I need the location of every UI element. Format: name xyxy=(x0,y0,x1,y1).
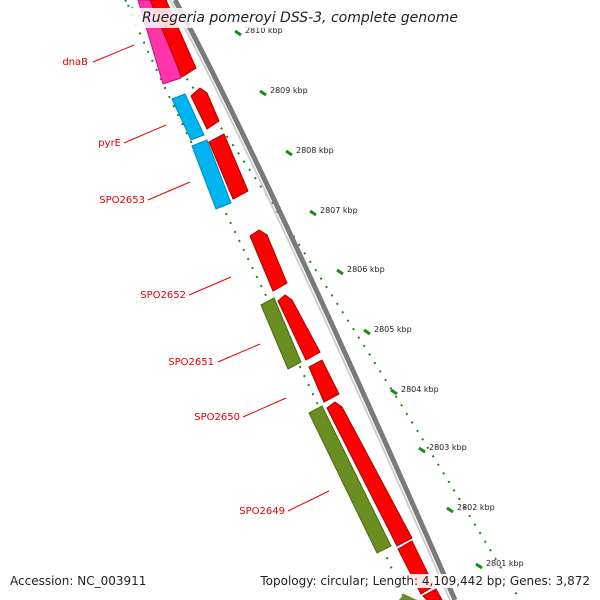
major-tick-mark xyxy=(285,149,293,157)
major-tick-mark xyxy=(390,388,398,396)
cds-feature-7 xyxy=(326,401,413,547)
tick-label: 2804 kbp xyxy=(401,385,439,394)
genome-title: Ruegeria pomeroyi DSS-3, complete genome xyxy=(0,8,600,28)
major-tick-mark xyxy=(418,446,426,454)
cds-feature-5 xyxy=(277,294,321,361)
major-tick-mark xyxy=(363,328,371,336)
genome-summary: Topology: circular; Length: 4,109,442 bp… xyxy=(260,574,590,588)
cds-feature-2 xyxy=(190,87,220,130)
gene-label-spo2652: SPO2652 xyxy=(140,290,186,301)
gene-label-spo2650: SPO2650 xyxy=(194,412,240,423)
gene-leader-line xyxy=(123,124,167,144)
tick-label: 2801 kbp xyxy=(486,559,524,568)
cds-feature-3 xyxy=(208,133,249,200)
spo2653-feature xyxy=(191,139,232,210)
cds-feature-4 xyxy=(249,229,288,292)
pyre-feature xyxy=(171,93,205,141)
accession-label: Accession: NC_003911 xyxy=(10,574,147,588)
gene-label-dnab: dnaB xyxy=(62,57,88,68)
cds-feature-6 xyxy=(308,359,340,403)
gene-label-pyre: pyrE xyxy=(98,138,121,149)
major-tick-mark xyxy=(234,29,242,37)
spo2651-feature xyxy=(260,297,302,370)
tick-label: 2803 kbp xyxy=(429,443,467,452)
tick-label: 2807 kbp xyxy=(320,206,358,215)
gene-leader-line xyxy=(242,397,287,418)
gene-leader-line xyxy=(287,490,330,512)
genome-backbone xyxy=(172,0,458,600)
major-tick-mark xyxy=(336,268,344,276)
gene-label-spo2649: SPO2649 xyxy=(239,506,285,517)
tick-label: 2806 kbp xyxy=(347,265,385,274)
gene-leader-line xyxy=(188,276,232,296)
tick-label: 2809 kbp xyxy=(270,86,308,95)
spo2649-feature xyxy=(308,405,392,554)
major-tick-mark xyxy=(475,562,483,570)
gene-label-spo2653: SPO2653 xyxy=(99,195,145,206)
genome-backbone-highlight xyxy=(169,0,451,600)
gene-label-spo2651: SPO2651 xyxy=(168,357,214,368)
cds-feature-9 xyxy=(422,588,443,600)
tick-label: 2810 kbp xyxy=(245,26,283,35)
tick-label: 2805 kbp xyxy=(374,325,412,334)
gene-label-layer: dnaB pyrE SPO2653 SPO2652 SPO2651 SPO2650 SPO2… xyxy=(62,44,330,517)
gene-leader-line xyxy=(147,181,191,201)
tick-layer: 2810 kbp 2809 kbp 2808 kbp 2807 kbp 2806 kbp… xyxy=(234,26,524,570)
olive-feature-bottom xyxy=(399,594,417,600)
gene-leader-line xyxy=(217,343,261,363)
major-tick-mark xyxy=(259,89,267,97)
gene-leader-line xyxy=(92,44,135,63)
tick-label: 2808 kbp xyxy=(296,146,334,155)
major-tick-mark xyxy=(446,506,454,514)
tick-label: 2802 kbp xyxy=(457,503,495,512)
major-tick-mark xyxy=(309,209,317,217)
